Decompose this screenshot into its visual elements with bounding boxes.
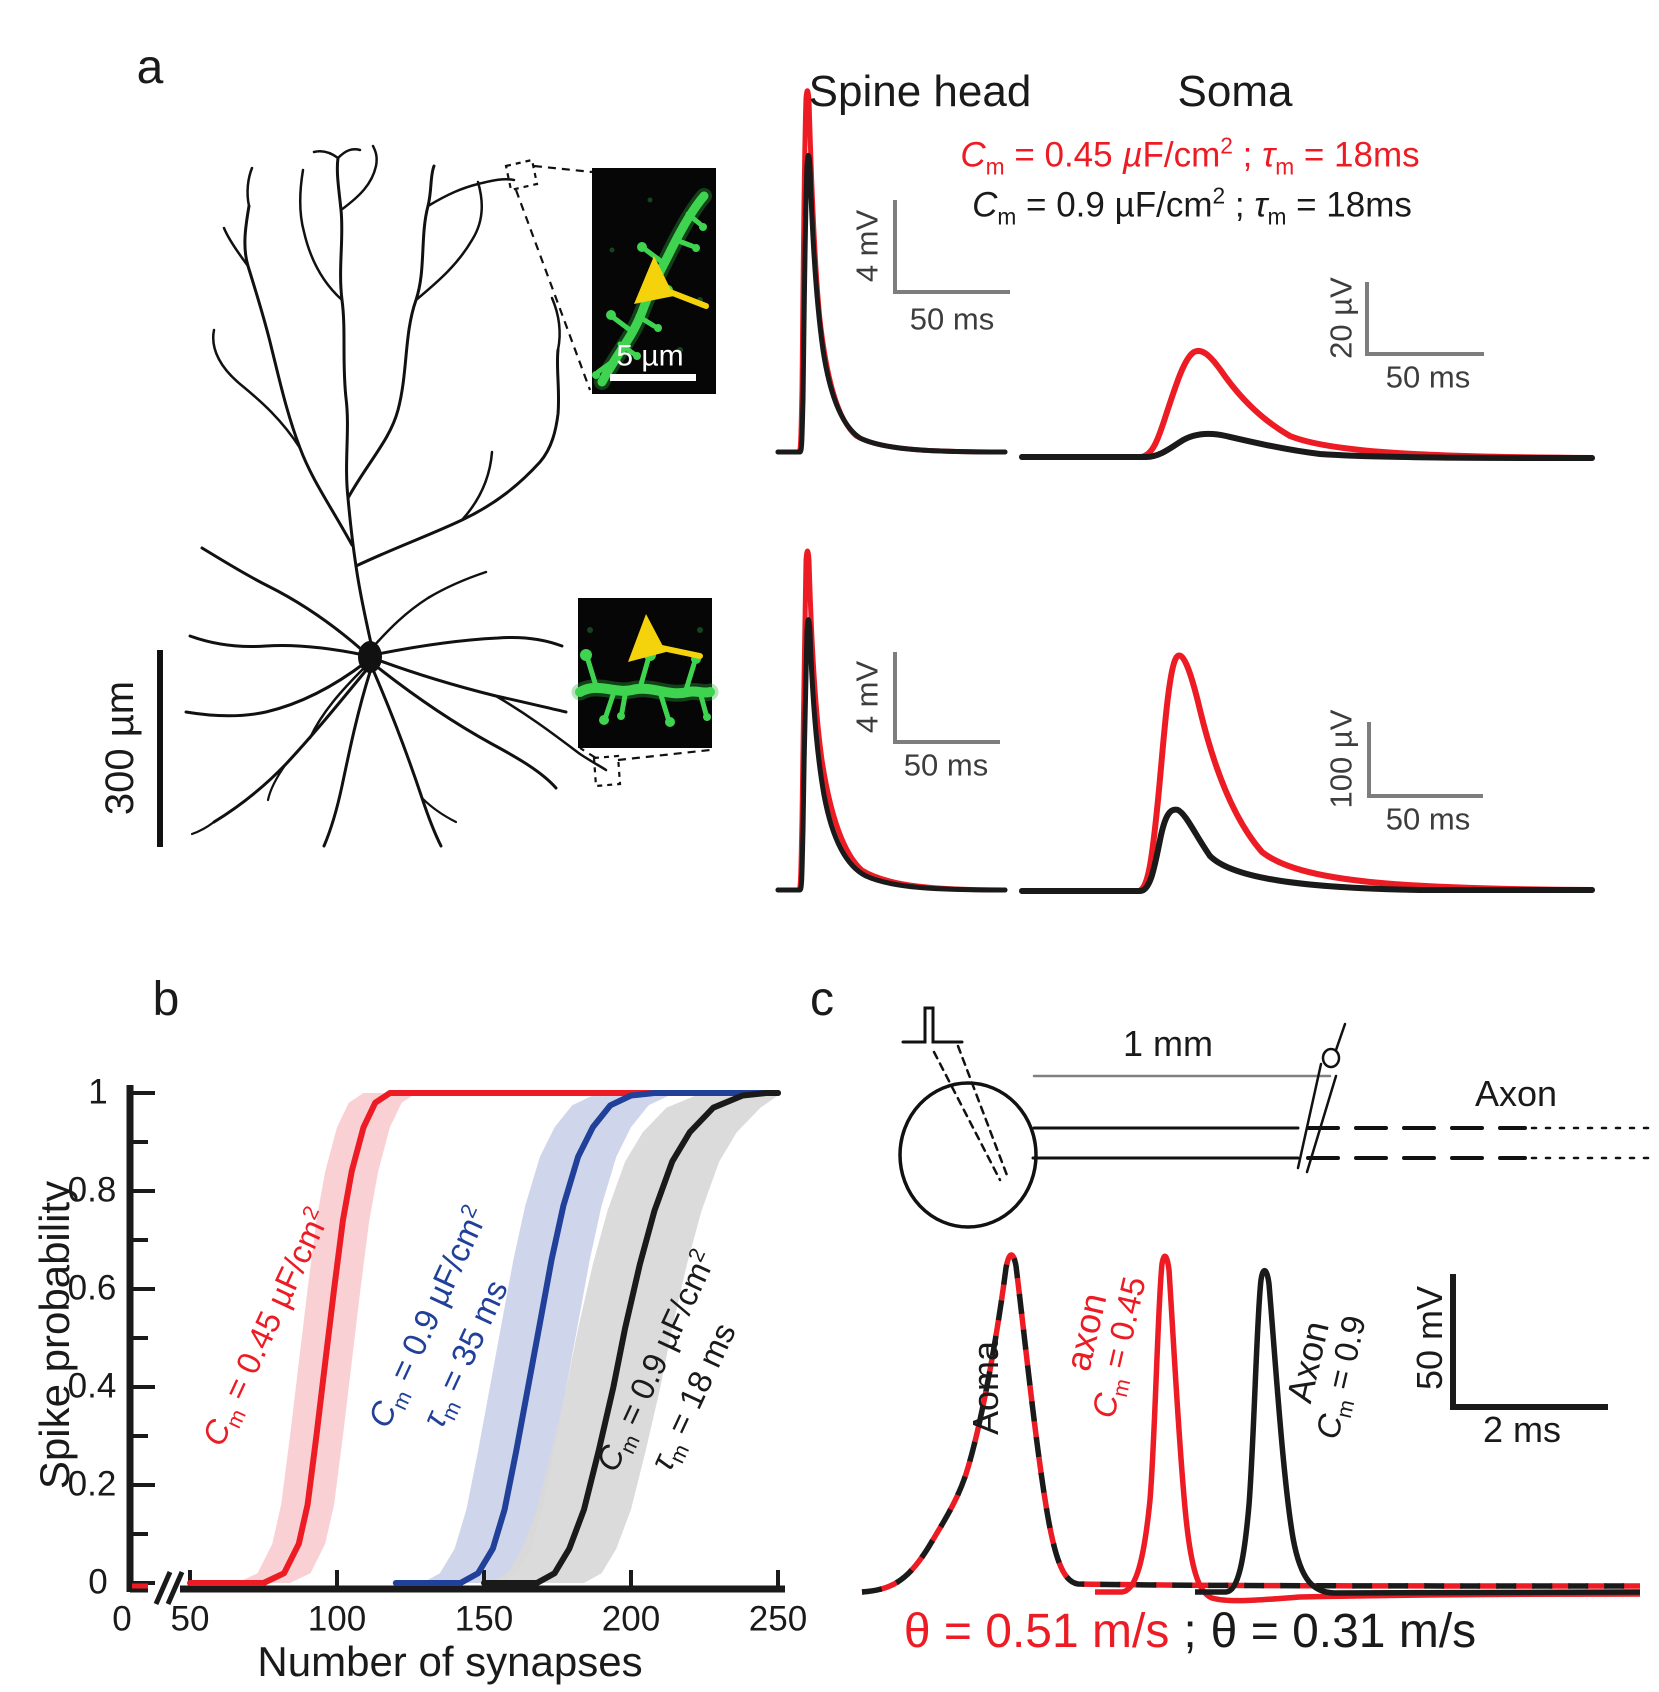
neuron-morphology (184, 144, 608, 848)
scalebar-v-label: 50 mV (1409, 1285, 1451, 1391)
current-pulse-icon (901, 1006, 964, 1044)
dendrite-inset-top (592, 168, 716, 394)
scalebar-h-label: 2 ms (1482, 1409, 1562, 1451)
column-title-spine-head: Spine head (808, 66, 1032, 116)
column-title-soma: Soma (1177, 66, 1293, 116)
x-tick: 250 (748, 1599, 808, 1639)
x-tick: 50 (170, 1599, 210, 1639)
chart-curves (187, 1090, 781, 1586)
soma-trace-top (1019, 348, 1595, 461)
x-tick: 100 (307, 1599, 367, 1639)
chart-bands (190, 1093, 778, 1583)
x-tick: 200 (601, 1599, 661, 1639)
y-tick: 0.8 (67, 1170, 117, 1210)
soma-blob (358, 641, 382, 673)
velocity-black: θ = 0.31 m/s (1210, 1604, 1477, 1658)
x-tick: 150 (454, 1599, 514, 1639)
inset-scalebar (610, 374, 696, 381)
x-axis-label: Number of synapses (257, 1637, 643, 1685)
inset-connectors (504, 158, 711, 788)
scalebars-panel-a (893, 200, 1484, 798)
axon-label: Axon (1474, 1073, 1558, 1115)
legend-red: Cm = 0.45 µF/cm2 ; τm = 18ms (960, 132, 1420, 180)
scalebar-v-label: 100 µV (1323, 709, 1359, 809)
inset-scalebar-label: 5 µm (616, 339, 684, 373)
scalebar-h-label: 50 ms (903, 747, 989, 783)
y-tick: 1 (88, 1072, 108, 1112)
conduction-velocity-text: θ = 0.51 m/s ; θ = 0.31 m/s (903, 1604, 1477, 1658)
scalebar-v-label: 4 mV (849, 209, 885, 283)
y-tick: 0.4 (67, 1366, 117, 1406)
chart-axes (126, 1085, 785, 1606)
scalebar-h-label: 50 ms (1385, 801, 1471, 837)
spine-head-trace-top (775, 88, 1008, 455)
velocity-red: θ = 0.51 m/s (903, 1604, 1170, 1658)
action-potential-traces (861, 1252, 1641, 1604)
dendrite-inset-bottom (571, 598, 719, 748)
arrowhead-icon (628, 614, 703, 662)
ball-and-stick-schematic (898, 1006, 1654, 1229)
velocity-separator: ; (1183, 1604, 1197, 1658)
y-tick: 0.2 (67, 1464, 117, 1504)
y-tick: 0 (88, 1562, 108, 1602)
pipette-icon (1296, 1022, 1347, 1174)
x-tick: 0 (112, 1599, 132, 1639)
panel-letter-b: b (152, 972, 180, 1026)
scalebar-panel-c (1450, 1274, 1608, 1410)
legend-black: Cm = 0.9 µF/cm2 ; τm = 18ms (972, 182, 1412, 230)
scalebar-h-label: 50 ms (1385, 359, 1471, 395)
spine-head-trace-bottom (775, 548, 1008, 893)
panel-letter-a: a (136, 40, 164, 94)
y-tick: 0.6 (67, 1268, 117, 1308)
distance-label: 1 mm (1123, 1023, 1213, 1065)
soma-trace-label: Aoma (965, 1340, 1007, 1436)
y-axis-label: Spike probability (30, 1180, 78, 1490)
morphology-scalebar-label: 300 µm (98, 680, 142, 816)
scalebar-v-label: 20 µV (1323, 277, 1359, 359)
arrowhead-icon (634, 256, 709, 309)
panel-letter-c: c (810, 972, 834, 1026)
soma-trace-bottom (1019, 652, 1595, 894)
scalebar-h-label: 50 ms (909, 301, 995, 337)
scalebar-v-label: 4 mV (849, 660, 885, 734)
